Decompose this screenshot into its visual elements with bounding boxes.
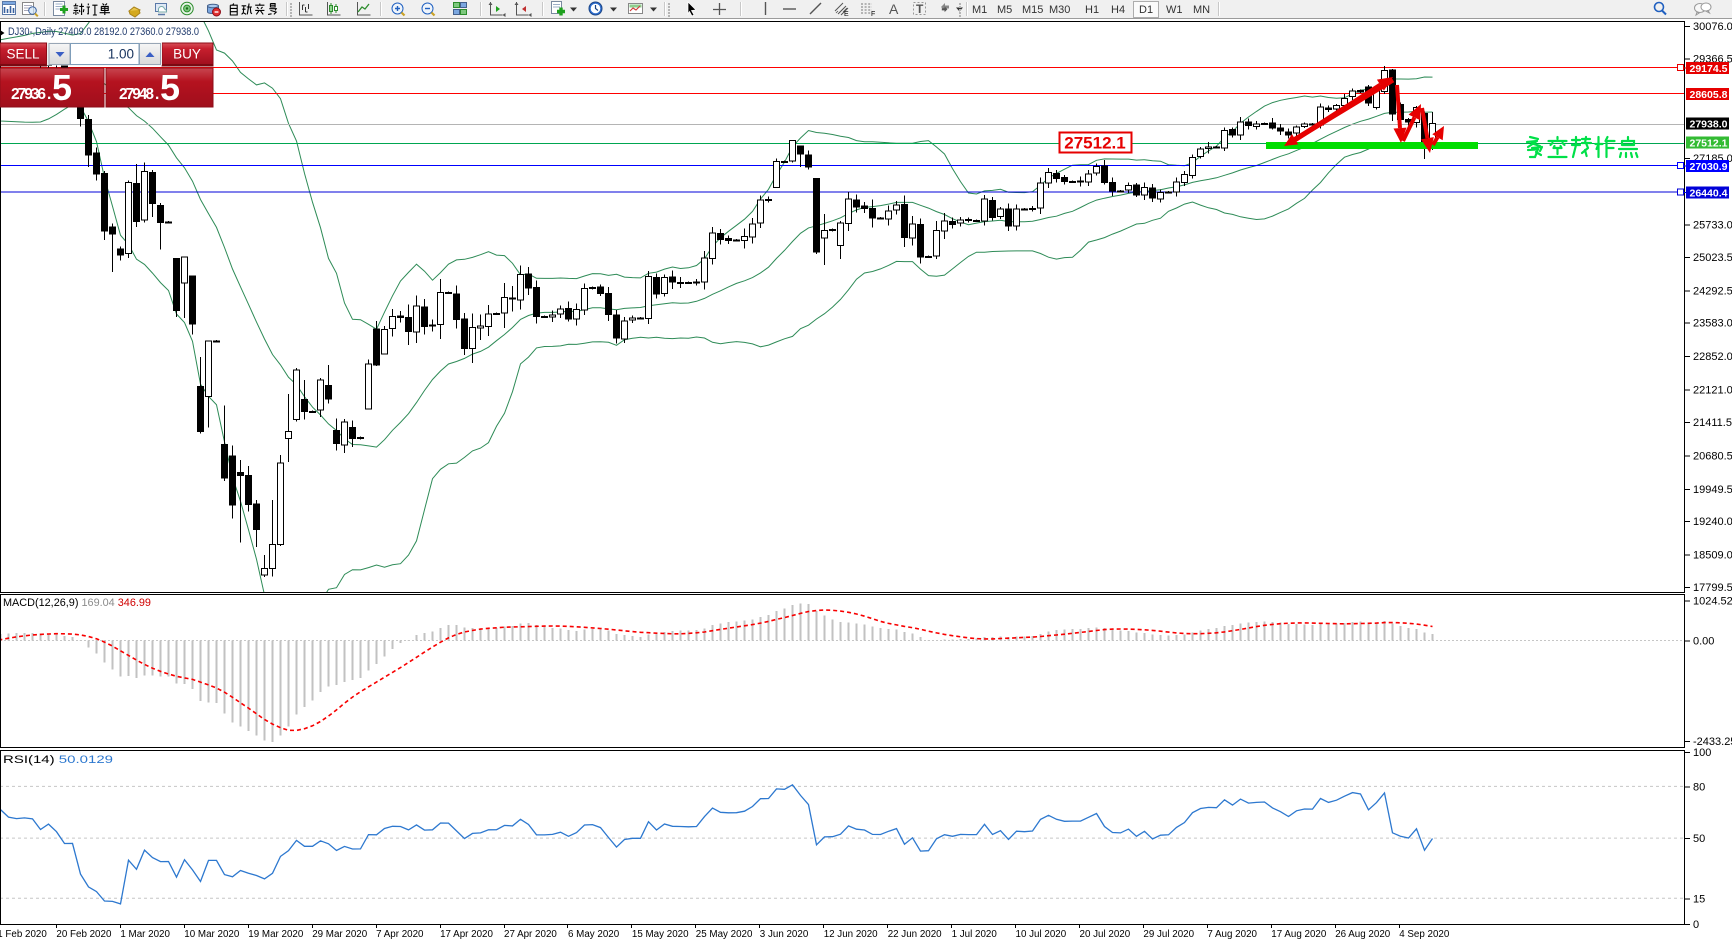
svg-text:26 Aug 2020: 26 Aug 2020 — [1335, 929, 1391, 940]
svg-text:27948: 27948 — [119, 86, 154, 103]
svg-text:E: E — [844, 11, 849, 18]
svg-text:23583.0: 23583.0 — [1693, 318, 1732, 330]
svg-text:10 Mar 2020: 10 Mar 2020 — [184, 929, 240, 940]
svg-text:28605.8: 28605.8 — [1690, 89, 1728, 101]
svg-text:RSI(14) 50.0129: RSI(14) 50.0129 — [3, 754, 113, 766]
svg-text:29 Jul 2020: 29 Jul 2020 — [1143, 929, 1194, 940]
svg-text:4 Sep 2020: 4 Sep 2020 — [1399, 929, 1450, 940]
svg-text:.: . — [47, 86, 51, 103]
svg-text:50: 50 — [1693, 833, 1705, 845]
svg-text:0: 0 — [1693, 919, 1699, 931]
svg-text:5: 5 — [52, 67, 72, 108]
svg-text:1024.52: 1024.52 — [1693, 596, 1732, 608]
svg-text:25733.0: 25733.0 — [1693, 220, 1732, 232]
svg-text:80: 80 — [1693, 781, 1705, 793]
svg-text:BUY: BUY — [173, 47, 201, 62]
svg-text:27512.1: 27512.1 — [1064, 134, 1125, 153]
svg-text:11 Feb 2020: 11 Feb 2020 — [0, 929, 47, 940]
svg-text:10 Jul 2020: 10 Jul 2020 — [1016, 929, 1067, 940]
svg-text:M5: M5 — [997, 4, 1012, 16]
svg-text:27936: 27936 — [11, 86, 46, 103]
svg-text:27512.1: 27512.1 — [1690, 138, 1728, 150]
svg-text:30076.0: 30076.0 — [1693, 21, 1732, 33]
svg-text:29174.5: 29174.5 — [1690, 63, 1728, 75]
svg-text:M30: M30 — [1049, 4, 1070, 16]
svg-text:1.00: 1.00 — [108, 47, 134, 62]
svg-text:SELL: SELL — [6, 47, 40, 62]
svg-text:15 May 2020: 15 May 2020 — [632, 929, 689, 940]
svg-text:27938.0: 27938.0 — [1690, 119, 1728, 131]
svg-text:22852.0: 22852.0 — [1693, 351, 1732, 363]
svg-text:20 Jul 2020: 20 Jul 2020 — [1080, 929, 1131, 940]
svg-text:7 Aug 2020: 7 Aug 2020 — [1207, 929, 1257, 940]
svg-text:3 Jun 2020: 3 Jun 2020 — [760, 929, 809, 940]
svg-text:18509.0: 18509.0 — [1693, 550, 1732, 562]
svg-text:25023.5: 25023.5 — [1693, 252, 1732, 264]
svg-text:15: 15 — [1693, 893, 1705, 905]
svg-text:19 Mar 2020: 19 Mar 2020 — [248, 929, 304, 940]
svg-text:5: 5 — [160, 67, 180, 108]
svg-text:25 May 2020: 25 May 2020 — [696, 929, 753, 940]
svg-text:W1: W1 — [1166, 4, 1183, 16]
svg-text:-2433.25: -2433.25 — [1693, 736, 1732, 748]
svg-text:22121.0: 22121.0 — [1693, 385, 1732, 397]
svg-text:24292.5: 24292.5 — [1693, 285, 1732, 297]
svg-text:D1: D1 — [1139, 4, 1153, 16]
svg-text:MACD(12,26,9) 169.04 346.99: MACD(12,26,9) 169.04 346.99 — [3, 597, 151, 609]
svg-text:.: . — [155, 86, 159, 103]
svg-text:A: A — [889, 1, 899, 17]
svg-text:17 Aug 2020: 17 Aug 2020 — [1271, 929, 1327, 940]
svg-text:26440.4: 26440.4 — [1690, 188, 1728, 200]
svg-text:22 Jun 2020: 22 Jun 2020 — [888, 929, 942, 940]
svg-text:20680.5: 20680.5 — [1693, 450, 1732, 462]
svg-text:M15: M15 — [1022, 4, 1043, 16]
svg-text:27 Apr 2020: 27 Apr 2020 — [504, 929, 557, 940]
svg-text:M1: M1 — [972, 4, 987, 16]
svg-text:100: 100 — [1693, 747, 1711, 759]
svg-text:20 Feb 2020: 20 Feb 2020 — [56, 929, 112, 940]
svg-text:1 Mar 2020: 1 Mar 2020 — [120, 929, 170, 940]
svg-text:H1: H1 — [1085, 4, 1099, 16]
svg-text:H4: H4 — [1111, 4, 1125, 16]
svg-text:MN: MN — [1193, 4, 1210, 16]
svg-text:17799.5: 17799.5 — [1693, 582, 1732, 594]
svg-text:19240.0: 19240.0 — [1693, 516, 1732, 528]
svg-text:0.00: 0.00 — [1693, 636, 1714, 648]
svg-text:7 Apr 2020: 7 Apr 2020 — [376, 929, 424, 940]
svg-text:6 May 2020: 6 May 2020 — [568, 929, 620, 940]
svg-text:12 Jun 2020: 12 Jun 2020 — [824, 929, 878, 940]
svg-text:T: T — [916, 2, 924, 16]
svg-text:1 Jul 2020: 1 Jul 2020 — [952, 929, 998, 940]
svg-text:29 Mar 2020: 29 Mar 2020 — [312, 929, 368, 940]
svg-text:DJ30-,Daily 27409.0 28192.0 2: DJ30-,Daily 27409.0 28192.0 27360.0 2793… — [8, 26, 199, 38]
svg-text:27030.9: 27030.9 — [1690, 161, 1728, 173]
svg-text:17 Apr 2020: 17 Apr 2020 — [440, 929, 493, 940]
svg-text:21411.5: 21411.5 — [1693, 417, 1732, 429]
svg-text:F: F — [871, 11, 875, 18]
svg-text:19949.5: 19949.5 — [1693, 484, 1732, 496]
